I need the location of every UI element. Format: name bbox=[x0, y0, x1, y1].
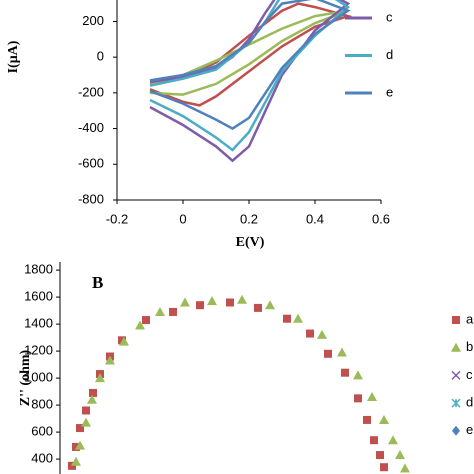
cv-curve bbox=[149, 0, 351, 131]
data-point bbox=[237, 294, 247, 304]
data-point bbox=[169, 307, 177, 316]
x-tick-label: 0.2 bbox=[240, 211, 258, 226]
x-tick-label: -0.2 bbox=[106, 211, 128, 226]
data-point bbox=[135, 320, 145, 330]
data-point bbox=[283, 314, 291, 323]
data-point bbox=[180, 297, 190, 307]
data-point bbox=[226, 298, 234, 307]
x-tick-label: 0 bbox=[179, 211, 186, 226]
legend-label: a bbox=[466, 311, 474, 326]
legend-swatch bbox=[451, 398, 461, 408]
data-point bbox=[370, 436, 378, 445]
data-point bbox=[317, 329, 327, 339]
y-axis-title: I(μA) bbox=[6, 40, 21, 73]
data-point bbox=[341, 368, 349, 377]
data-point bbox=[353, 370, 363, 380]
legend-label: b bbox=[466, 339, 473, 354]
data-point bbox=[380, 463, 388, 472]
y-axis-title: Z'' (ohm) bbox=[18, 349, 33, 406]
data-point bbox=[388, 435, 398, 445]
data-point bbox=[254, 303, 262, 312]
data-point bbox=[71, 456, 81, 466]
y-tick-label: 800 bbox=[31, 397, 53, 412]
legend-swatch bbox=[452, 425, 460, 436]
cv-curve bbox=[149, 2, 353, 107]
data-point bbox=[89, 388, 97, 397]
y-tick-label: 200 bbox=[82, 13, 104, 28]
panel-label: B bbox=[92, 273, 103, 292]
y-tick-label: -600 bbox=[78, 156, 104, 171]
y-tick-label: 1200 bbox=[24, 343, 53, 358]
data-point bbox=[379, 414, 389, 424]
x-tick-label: 0.6 bbox=[372, 211, 390, 226]
data-point bbox=[72, 442, 80, 451]
x-tick-label: 0.4 bbox=[306, 211, 324, 226]
data-point bbox=[400, 463, 410, 473]
legend-label: e bbox=[386, 84, 393, 99]
data-point bbox=[87, 394, 97, 404]
legend-swatch bbox=[451, 370, 461, 380]
data-point bbox=[293, 313, 303, 323]
data-point bbox=[76, 424, 84, 433]
y-tick-label: 1800 bbox=[24, 262, 53, 277]
data-point bbox=[363, 415, 371, 424]
data-point bbox=[265, 300, 275, 310]
y-tick-label: -400 bbox=[78, 120, 104, 135]
y-tick-label: -800 bbox=[78, 191, 104, 206]
data-point bbox=[82, 406, 90, 415]
data-point bbox=[95, 373, 105, 383]
data-point bbox=[367, 392, 377, 401]
data-point bbox=[75, 440, 85, 450]
y-tick-label: -200 bbox=[78, 84, 104, 99]
y-tick-label: 1000 bbox=[24, 370, 53, 385]
data-point bbox=[142, 316, 150, 325]
x-axis-title: E(V) bbox=[236, 235, 265, 250]
data-point bbox=[207, 296, 217, 306]
legend-label: d bbox=[466, 395, 473, 410]
data-point bbox=[376, 451, 384, 460]
data-point bbox=[354, 394, 362, 403]
legend-label: c bbox=[386, 9, 393, 24]
data-point bbox=[196, 301, 204, 310]
y-tick-label: 1600 bbox=[24, 289, 53, 304]
legend-swatch bbox=[452, 316, 460, 324]
data-point bbox=[119, 336, 129, 346]
legend-label: d bbox=[386, 47, 393, 62]
data-point bbox=[324, 349, 332, 358]
y-tick-label: 400 bbox=[31, 451, 53, 466]
legend-swatch bbox=[451, 342, 461, 352]
data-point bbox=[105, 355, 115, 365]
data-point bbox=[68, 461, 76, 470]
y-tick-label: 600 bbox=[31, 424, 53, 439]
data-point bbox=[337, 347, 347, 357]
y-tick-label: 0 bbox=[97, 49, 104, 64]
data-point bbox=[81, 417, 91, 427]
legend-label: c bbox=[466, 367, 473, 382]
data-point bbox=[395, 450, 405, 460]
legend-label: e bbox=[466, 422, 473, 437]
cv-plot: -800 -600 -400 -200 0 200 -0.2 0 0.2 0.4 0.6 c d e bbox=[78, 0, 393, 226]
y-tick-label: 1400 bbox=[24, 316, 53, 331]
data-point bbox=[306, 329, 314, 338]
cv-curve bbox=[149, 9, 349, 96]
data-point bbox=[155, 306, 165, 316]
